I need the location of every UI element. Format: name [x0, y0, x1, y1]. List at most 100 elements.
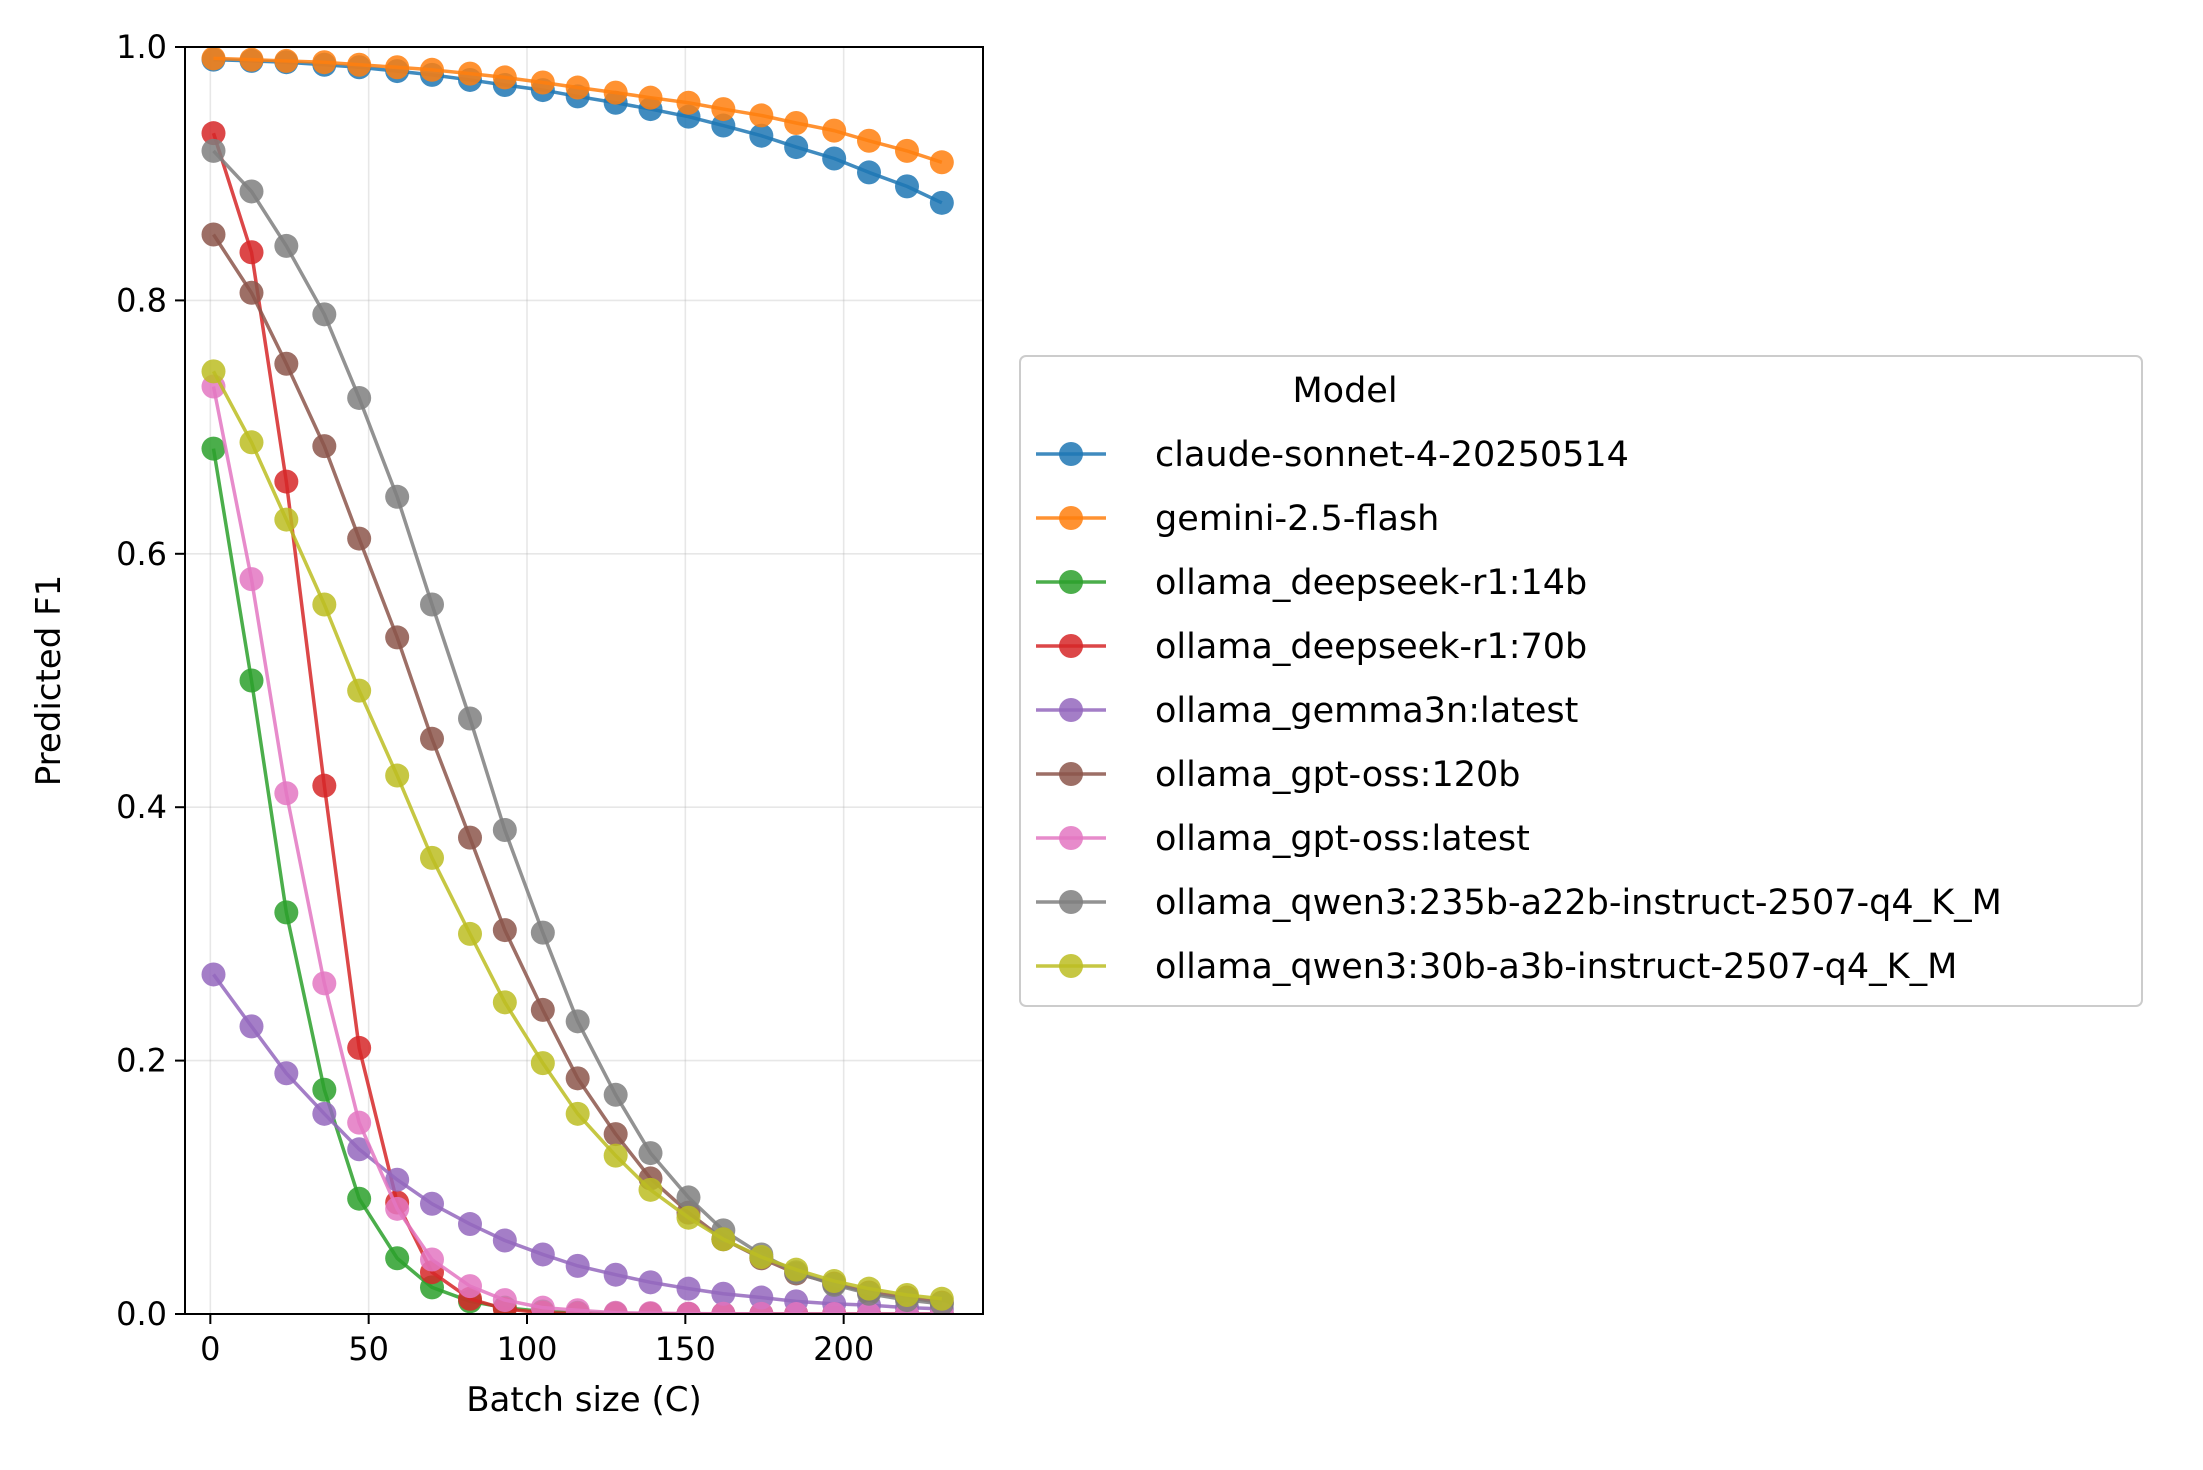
data-point	[565, 1101, 590, 1126]
data-point	[638, 85, 663, 110]
data-point	[530, 997, 555, 1022]
data-point	[201, 359, 226, 384]
legend-item: ollama_qwen3:30b-a3b-instruct-2507-q4_K_…	[1036, 947, 1957, 987]
data-point	[458, 706, 482, 731]
data-point	[347, 52, 372, 77]
data-point	[565, 75, 590, 100]
data-point	[239, 430, 264, 455]
data-point	[676, 1276, 701, 1301]
data-point	[603, 80, 628, 105]
data-point	[239, 240, 264, 265]
data-point	[929, 150, 954, 175]
data-point	[492, 918, 517, 943]
legend-label: ollama_qwen3:235b-a22b-instruct-2507-q4_…	[1155, 883, 2002, 923]
data-point	[857, 1276, 881, 1301]
data-point	[603, 1143, 628, 1168]
legend-label: claude-sonnet-4-20250514	[1155, 435, 1629, 475]
data-point	[420, 1247, 444, 1272]
data-point	[638, 1141, 663, 1166]
data-point	[565, 1253, 590, 1278]
legend-item: gemini-2.5-flash	[1036, 499, 1439, 539]
x-tick-label: 50	[348, 1330, 389, 1368]
data-point	[711, 1227, 736, 1252]
data-point	[347, 1110, 372, 1135]
legend-label: ollama_deepseek-r1:14b	[1155, 563, 1587, 603]
x-tick-label: 100	[496, 1330, 557, 1368]
data-point	[420, 592, 444, 617]
data-point	[385, 1196, 410, 1221]
data-point	[638, 1270, 663, 1295]
data-point	[711, 1301, 736, 1314]
data-point	[530, 920, 555, 945]
y-tick-label: 0.2	[116, 1042, 167, 1080]
data-point	[749, 123, 774, 148]
data-point	[458, 61, 482, 86]
data-point	[312, 773, 337, 798]
data-point	[274, 781, 299, 806]
data-point	[274, 48, 299, 73]
data-point	[676, 1301, 701, 1314]
data-point	[420, 845, 444, 870]
data-point	[274, 469, 299, 494]
data-point	[312, 592, 337, 617]
data-point	[895, 1282, 919, 1307]
data-point	[274, 233, 299, 258]
data-point	[711, 97, 736, 122]
y-tick-label: 0.8	[116, 281, 167, 319]
data-point	[239, 47, 264, 72]
x-axis-ticks: 0 50 100 150 200	[200, 1314, 874, 1368]
data-point	[239, 1014, 264, 1039]
legend-items: claude-sonnet-4-20250514 gemini-2.5-flash…	[1036, 435, 2002, 987]
y-tick-label: 1.0	[116, 28, 167, 66]
series-8	[201, 359, 954, 1311]
data-point	[530, 70, 555, 95]
data-point	[312, 1101, 337, 1126]
data-point	[312, 50, 337, 75]
data-point	[347, 526, 372, 551]
data-point	[603, 1122, 628, 1147]
legend-box	[1019, 355, 2143, 1007]
y-tick-label: 0.0	[116, 1295, 167, 1333]
data-point	[347, 1186, 372, 1211]
data-point	[822, 1302, 847, 1314]
data-point	[274, 1061, 299, 1086]
data-point	[565, 1298, 590, 1314]
data-point	[530, 1295, 555, 1314]
data-point	[784, 135, 809, 160]
legend-label: ollama_gpt-oss:latest	[1155, 819, 1530, 859]
data-point	[458, 825, 482, 850]
data-point	[565, 1009, 590, 1034]
data-point	[603, 1082, 628, 1107]
data-point	[565, 1066, 590, 1091]
data-point	[492, 990, 517, 1015]
data-point	[274, 507, 299, 532]
data-point	[201, 46, 226, 71]
data-point	[312, 1077, 337, 1102]
legend-marker	[1059, 506, 1083, 530]
data-point	[347, 1035, 372, 1060]
data-point	[784, 1302, 809, 1314]
series-6	[201, 374, 954, 1314]
data-point	[711, 1281, 736, 1306]
legend-item: ollama_qwen3:235b-a22b-instruct-2507-q4_…	[1036, 883, 2002, 923]
legend-marker	[1059, 762, 1083, 786]
data-point	[420, 57, 444, 82]
data-point	[312, 971, 337, 996]
data-point	[857, 1302, 881, 1314]
series-4	[201, 962, 954, 1314]
legend-marker	[1059, 634, 1083, 658]
data-point	[492, 1288, 517, 1313]
data-point	[201, 121, 226, 146]
data-point	[784, 1257, 809, 1282]
data-point	[895, 174, 919, 199]
legend-item: ollama_gemma3n:latest	[1036, 691, 1578, 731]
y-tick-label: 0.6	[116, 535, 167, 573]
legend-item: ollama_gpt-oss:120b	[1036, 755, 1520, 795]
data-point	[347, 1137, 372, 1162]
data-point	[895, 138, 919, 163]
data-point	[420, 1191, 444, 1216]
legend-marker	[1059, 698, 1083, 722]
data-point	[347, 385, 372, 410]
legend-item: ollama_deepseek-r1:14b	[1036, 563, 1587, 603]
